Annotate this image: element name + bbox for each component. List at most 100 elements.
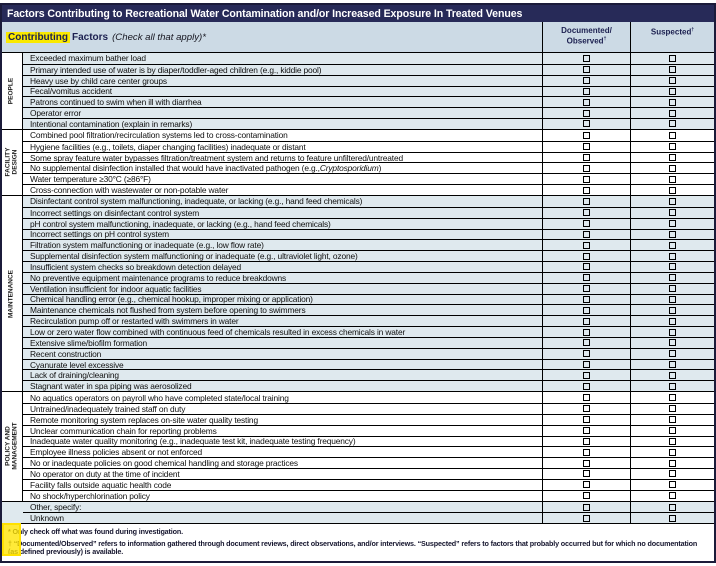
documented-checkbox[interactable] — [583, 186, 590, 194]
documented-cell — [542, 513, 630, 524]
suspected-checkbox[interactable] — [669, 405, 676, 413]
documented-checkbox[interactable] — [583, 230, 590, 238]
suspected-checkbox[interactable] — [669, 230, 676, 238]
documented-cell — [542, 141, 630, 152]
documented-checkbox[interactable] — [583, 98, 590, 106]
documented-checkbox[interactable] — [583, 252, 590, 260]
suspected-checkbox[interactable] — [669, 371, 676, 379]
suspected-checkbox[interactable] — [669, 154, 676, 162]
suspected-checkbox[interactable] — [669, 241, 676, 249]
documented-checkbox[interactable] — [583, 492, 590, 500]
table-row: Incorrect settings on disinfectant contr… — [23, 206, 714, 218]
suspected-checkbox[interactable] — [669, 437, 676, 445]
suspected-checkbox[interactable] — [669, 514, 676, 522]
documented-cell — [542, 479, 630, 490]
documented-checkbox[interactable] — [583, 109, 590, 117]
suspected-checkbox[interactable] — [669, 263, 676, 271]
documented-checkbox[interactable] — [583, 317, 590, 325]
documented-cell — [542, 458, 630, 469]
documented-checkbox[interactable] — [583, 154, 590, 162]
suspected-checkbox[interactable] — [669, 175, 676, 183]
documented-checkbox[interactable] — [583, 295, 590, 303]
documented-checkbox[interactable] — [583, 514, 590, 522]
documented-checkbox[interactable] — [583, 306, 590, 314]
documented-cell — [542, 97, 630, 108]
documented-checkbox[interactable] — [583, 371, 590, 379]
documented-checkbox[interactable] — [583, 131, 590, 139]
documented-checkbox[interactable] — [583, 470, 590, 478]
suspected-checkbox[interactable] — [669, 285, 676, 293]
suspected-checkbox[interactable] — [669, 131, 676, 139]
documented-checkbox[interactable] — [583, 87, 590, 95]
suspected-checkbox[interactable] — [669, 416, 676, 424]
documented-checkbox[interactable] — [583, 339, 590, 347]
documented-checkbox[interactable] — [583, 481, 590, 489]
suspected-checkbox[interactable] — [669, 54, 676, 62]
suspected-checkbox[interactable] — [669, 492, 676, 500]
documented-cell — [542, 490, 630, 501]
documented-checkbox[interactable] — [583, 66, 590, 74]
documented-checkbox[interactable] — [583, 77, 590, 85]
suspected-checkbox[interactable] — [669, 77, 676, 85]
suspected-checkbox[interactable] — [669, 470, 676, 478]
documented-checkbox[interactable] — [583, 274, 590, 282]
suspected-checkbox[interactable] — [669, 87, 676, 95]
factor-label: Inadequate water quality monitoring (e.g… — [30, 436, 356, 447]
documented-checkbox[interactable] — [583, 120, 590, 128]
suspected-checkbox[interactable] — [669, 448, 676, 456]
documented-checkbox[interactable] — [583, 328, 590, 336]
documented-checkbox[interactable] — [583, 164, 590, 172]
suspected-checkbox[interactable] — [669, 306, 676, 314]
documented-checkbox[interactable] — [583, 54, 590, 62]
documented-checkbox[interactable] — [583, 405, 590, 413]
documented-checkbox[interactable] — [583, 427, 590, 435]
suspected-checkbox[interactable] — [669, 209, 676, 217]
suspected-checkbox[interactable] — [669, 274, 676, 282]
documented-checkbox[interactable] — [583, 143, 590, 151]
suspected-checkbox[interactable] — [669, 317, 676, 325]
suspected-checkbox[interactable] — [669, 164, 676, 172]
suspected-checkbox[interactable] — [669, 186, 676, 194]
suspected-checkbox[interactable] — [669, 120, 676, 128]
suspected-checkbox[interactable] — [669, 350, 676, 358]
table-row: Incorrect settings on pH control system — [23, 228, 714, 240]
documented-checkbox[interactable] — [583, 220, 590, 228]
suspected-checkbox[interactable] — [669, 109, 676, 117]
suspected-checkbox[interactable] — [669, 427, 676, 435]
suspected-checkbox[interactable] — [669, 98, 676, 106]
suspected-checkbox[interactable] — [669, 143, 676, 151]
table-row: Untrained/inadequately trained staff on … — [23, 403, 714, 414]
suspected-checkbox[interactable] — [669, 252, 676, 260]
documented-checkbox[interactable] — [583, 459, 590, 467]
suspected-checkbox[interactable] — [669, 197, 676, 205]
documented-checkbox[interactable] — [583, 394, 590, 402]
documented-checkbox[interactable] — [583, 382, 590, 390]
documented-checkbox[interactable] — [583, 448, 590, 456]
documented-checkbox[interactable] — [583, 175, 590, 183]
documented-checkbox[interactable] — [583, 209, 590, 217]
documented-checkbox[interactable] — [583, 197, 590, 205]
suspected-checkbox[interactable] — [669, 339, 676, 347]
suspected-checkbox[interactable] — [669, 459, 676, 467]
suspected-checkbox[interactable] — [669, 328, 676, 336]
suspected-checkbox[interactable] — [669, 220, 676, 228]
documented-checkbox[interactable] — [583, 263, 590, 271]
suspected-checkbox[interactable] — [669, 503, 676, 511]
documented-checkbox[interactable] — [583, 241, 590, 249]
documented-checkbox[interactable] — [583, 350, 590, 358]
table-row: No aquatics operators on payroll who hav… — [23, 392, 714, 403]
suspected-checkbox[interactable] — [669, 382, 676, 390]
suspected-checkbox[interactable] — [669, 394, 676, 402]
documented-checkbox[interactable] — [583, 285, 590, 293]
suspected-checkbox[interactable] — [669, 361, 676, 369]
documented-checkbox[interactable] — [583, 437, 590, 445]
suspected-checkbox[interactable] — [669, 295, 676, 303]
table-row: pH control system malfunctioning, inadeq… — [23, 217, 714, 229]
suspected-checkbox[interactable] — [669, 66, 676, 74]
documented-checkbox[interactable] — [583, 503, 590, 511]
documented-checkbox[interactable] — [583, 416, 590, 424]
suspected-cell — [630, 381, 714, 392]
documented-cell — [542, 283, 630, 294]
suspected-checkbox[interactable] — [669, 481, 676, 489]
documented-checkbox[interactable] — [583, 361, 590, 369]
